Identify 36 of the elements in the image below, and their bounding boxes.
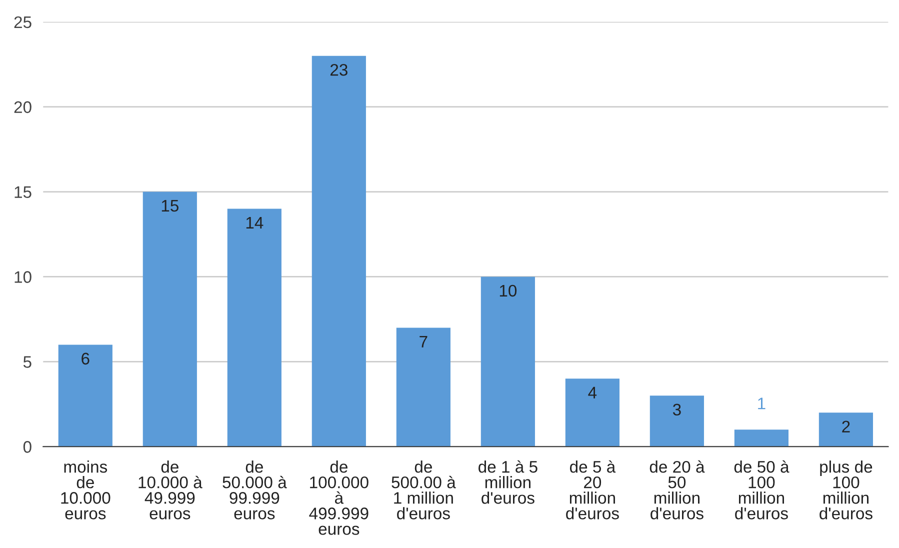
bar bbox=[227, 208, 282, 447]
y-tick-label: 25 bbox=[14, 16, 32, 28]
bar bbox=[396, 328, 450, 447]
bar bbox=[58, 344, 112, 447]
x-tick-label: de 10.000 à 49.999 euros bbox=[138, 460, 202, 520]
bar bbox=[312, 56, 366, 447]
y-tick-label: 10 bbox=[14, 271, 32, 283]
bar bbox=[650, 396, 704, 447]
bar bbox=[565, 378, 620, 447]
data-label: 14 bbox=[246, 217, 264, 229]
bar bbox=[818, 412, 873, 447]
data-label: 4 bbox=[588, 386, 597, 398]
data-label: 10 bbox=[500, 284, 517, 297]
y-tick-label: 5 bbox=[23, 356, 32, 368]
y-tick-label: 0 bbox=[23, 441, 32, 453]
bar bbox=[734, 430, 788, 447]
x-tick-label: de 50 à 100 million d'euros bbox=[734, 460, 790, 520]
data-label: 15 bbox=[162, 200, 178, 212]
x-tick-label: de 500.00 à 1 million d'euros bbox=[392, 460, 456, 520]
data-label: 23 bbox=[330, 64, 348, 76]
x-tick-label: de 20 à 50 million d'euros bbox=[650, 460, 705, 520]
y-tick-label: 15 bbox=[14, 186, 32, 198]
data-label: 2 bbox=[842, 420, 850, 432]
x-tick-label: de 50.000 à 99.999 euros bbox=[222, 460, 287, 520]
bar bbox=[142, 192, 197, 447]
data-label: 1 bbox=[758, 398, 766, 410]
data-label: 6 bbox=[82, 352, 90, 365]
x-tick-label: de 5 à 20 million d'euros bbox=[566, 460, 619, 520]
bar bbox=[480, 276, 535, 447]
x-tick-label: plus de 100 million d'euros bbox=[820, 460, 872, 520]
x-tick-label: de 100.000 à 499.999 euros bbox=[309, 460, 368, 535]
y-tick-label: 20 bbox=[14, 101, 32, 114]
data-label: 7 bbox=[420, 336, 428, 348]
x-tick-label: de 1 à 5 million d'euros bbox=[478, 460, 538, 504]
data-label: 3 bbox=[672, 404, 681, 416]
x-tick-label: moins de 10.000 euros bbox=[61, 460, 110, 520]
